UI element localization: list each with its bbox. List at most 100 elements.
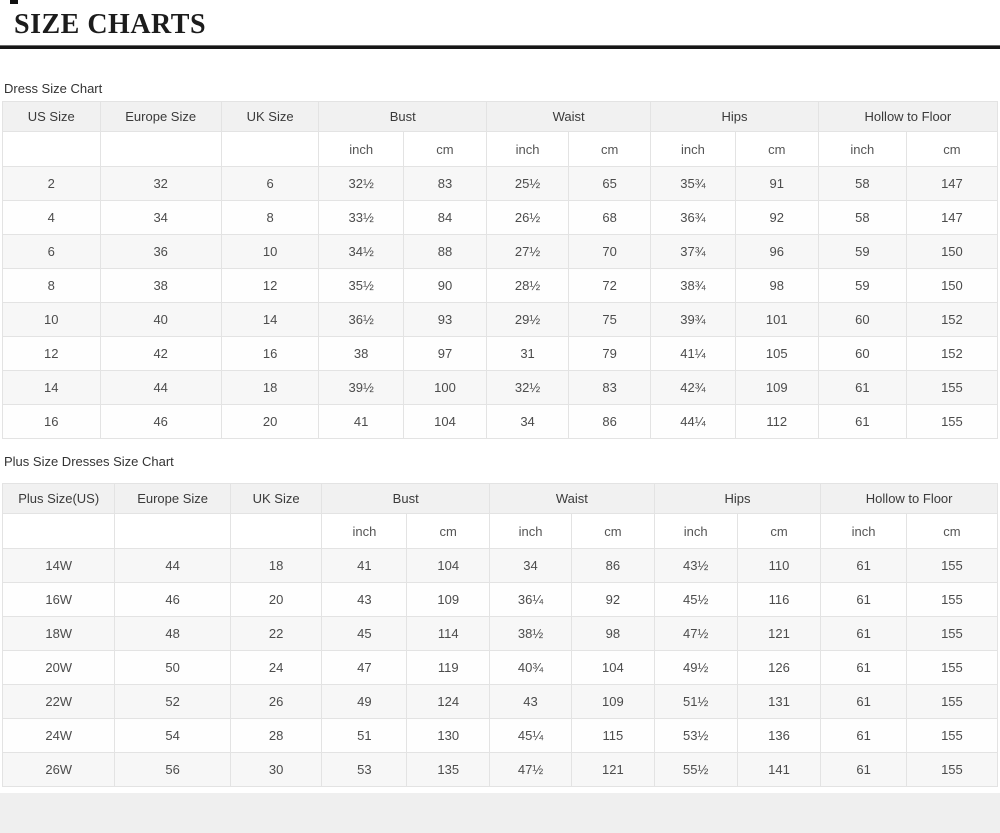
table-cell: 152 [905, 302, 999, 337]
table-cell: 109 [571, 684, 655, 719]
table-cell: 14W [1, 548, 116, 583]
column-header: Plus Size(US) [1, 483, 116, 514]
table-cell: 84 [402, 200, 488, 235]
table-row: 10 40 14 36½ 93 29½ 75 39¾ 101 60 152 [2, 302, 999, 337]
table-cell: 34½ [318, 234, 404, 269]
table-cell: 44 [99, 370, 222, 405]
table-cell: 105 [734, 336, 819, 371]
table-cell: 92 [571, 582, 655, 617]
table-cell: 34 [486, 404, 570, 439]
table-cell: 91 [734, 166, 819, 201]
unit-header: cm [571, 513, 655, 549]
table-cell: 92 [734, 200, 819, 235]
table-cell: 4 [2, 200, 101, 235]
table-cell: 61 [817, 370, 907, 405]
table-cell: 44¼ [650, 404, 736, 439]
table-cell: 59 [817, 234, 907, 269]
table-cell: 43 [321, 582, 408, 617]
table-cell: 152 [905, 336, 999, 371]
table-cell: 155 [905, 684, 999, 719]
table-row: 20W 50 24 47 119 40¾ 104 49½ 126 61 155 [1, 650, 999, 685]
table-cell: 12 [2, 336, 101, 371]
unit-header-row: inch cm inch cm inch cm inch cm [1, 513, 999, 549]
table-cell: 97 [402, 336, 488, 371]
table-cell: 47½ [488, 752, 573, 787]
table-cell: 61 [820, 684, 907, 719]
table-cell: 54 [114, 718, 231, 753]
table-header-row: Plus Size(US) Europe Size UK Size Bust Waist… [1, 483, 998, 514]
table-cell: 147 [905, 200, 999, 235]
table-cell: 155 [905, 616, 999, 651]
table-cell: 38¾ [650, 268, 736, 303]
unit-header: inch [650, 131, 736, 167]
table-cell: 8 [220, 200, 320, 235]
table-cell: 50 [114, 650, 231, 685]
table-cell: 41¼ [650, 336, 736, 371]
table-cell: 36¼ [488, 582, 573, 617]
table-cell: 46 [99, 404, 222, 439]
table-cell: 40 [99, 302, 222, 337]
column-header: US Size [2, 101, 101, 132]
table-row: 14 44 18 39½ 100 32½ 83 42¾ 109 61 155 [2, 370, 999, 405]
table-cell: 141 [736, 752, 822, 787]
table-cell: 34 [99, 200, 222, 235]
dress-size-chart-caption: Dress Size Chart [4, 81, 103, 96]
unit-header: inch [653, 513, 738, 549]
unit-header: cm [905, 513, 999, 549]
table-row: 22W 52 26 49 124 43 109 51½ 131 61 155 [1, 684, 999, 719]
unit-header: cm [568, 131, 652, 167]
table-cell: 98 [734, 268, 819, 303]
table-cell: 10 [2, 302, 101, 337]
table-cell: 98 [571, 616, 655, 651]
table-cell: 36¾ [650, 200, 736, 235]
column-header: Europe Size [114, 483, 231, 514]
table-cell: 48 [114, 616, 231, 651]
table-cell: 131 [736, 684, 822, 719]
table-cell: 18 [229, 548, 323, 583]
table-cell: 45¼ [488, 718, 573, 753]
size-charts-content: Dress Size Chart US Size Europe Size UK Si… [0, 81, 1000, 787]
unit-header: cm [905, 131, 999, 167]
table-cell: 36 [99, 234, 222, 269]
table-cell: 86 [568, 404, 652, 439]
table-cell: 68 [568, 200, 652, 235]
table-cell: 49½ [653, 650, 738, 685]
table-cell: 14 [2, 370, 101, 405]
table-cell: 38½ [488, 616, 573, 651]
column-group-header: Bust [321, 483, 490, 514]
column-header: Europe Size [99, 101, 222, 132]
table-cell: 119 [406, 650, 490, 685]
table-cell: 6 [2, 234, 101, 269]
table-cell: 155 [905, 404, 999, 439]
table-row: 24W 54 28 51 130 45¼ 115 53½ 136 61 155 [1, 718, 999, 753]
table-cell: 65 [568, 166, 652, 201]
table-row: 14W 44 18 41 104 34 86 43½ 110 61 155 [1, 548, 999, 583]
table-cell: 43 [488, 684, 573, 719]
table-cell: 104 [571, 650, 655, 685]
table-cell: 22 [229, 616, 323, 651]
corner-mark [10, 0, 18, 4]
table-cell: 61 [820, 548, 907, 583]
column-header: UK Size [220, 101, 320, 132]
table-cell: 83 [402, 166, 488, 201]
table-row: 16W 46 20 43 109 36¼ 92 45½ 116 61 155 [1, 582, 999, 617]
unit-header: inch [817, 131, 907, 167]
column-group-header: Hips [650, 101, 819, 132]
table-cell: 75 [568, 302, 652, 337]
table-cell: 30 [229, 752, 323, 787]
column-group-header: Bust [318, 101, 488, 132]
table-cell: 31 [486, 336, 570, 371]
table-cell: 46 [114, 582, 231, 617]
table-cell: 44 [114, 548, 231, 583]
table-cell: 86 [571, 548, 655, 583]
table-cell: 114 [406, 616, 490, 651]
table-cell: 61 [820, 752, 907, 787]
empty-header-cell [99, 131, 222, 167]
unit-header: cm [736, 513, 822, 549]
table-cell: 45½ [653, 582, 738, 617]
table-cell: 41 [318, 404, 404, 439]
title-bar: SIZE CHARTS [0, 0, 1000, 45]
table-cell: 43½ [653, 548, 738, 583]
column-group-header: Waist [489, 483, 655, 514]
table-cell: 53½ [653, 718, 738, 753]
